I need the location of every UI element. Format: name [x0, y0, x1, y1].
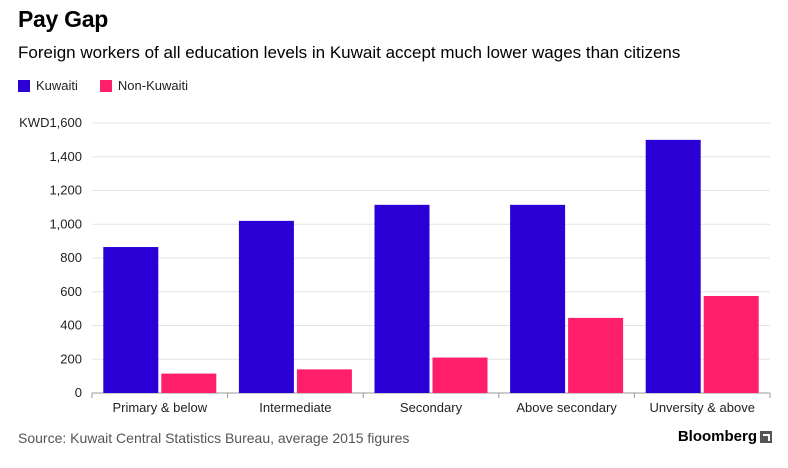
- legend-swatch-non-kuwaiti: [99, 79, 112, 92]
- bar-non-kuwaiti: [568, 317, 624, 393]
- legend-item-non-kuwaiti: Non-Kuwaiti: [99, 78, 189, 93]
- bar-kuwaiti: [510, 204, 566, 393]
- y-tick-label: 200: [60, 351, 82, 366]
- y-tick-label: 600: [60, 284, 82, 299]
- y-tick-label: 1,000: [49, 216, 82, 231]
- y-tick-label: 400: [60, 318, 82, 333]
- y-tick-label: 1,200: [49, 183, 82, 198]
- bar-kuwaiti: [238, 220, 294, 393]
- y-tick-label: KWD1,600: [19, 115, 82, 130]
- y-tick-label: 1,400: [49, 149, 82, 164]
- bloomberg-terminal-icon: [760, 430, 772, 443]
- bar-non-kuwaiti: [161, 373, 217, 393]
- legend-swatch-kuwaiti: [18, 79, 30, 92]
- bars: [103, 139, 759, 393]
- y-tick-labels: 0 200 400 600 800 1,000 1,200 1,400 KWD1,600: [19, 115, 82, 400]
- bar-kuwaiti: [103, 247, 159, 393]
- x-tick-label: Unversity & above: [649, 400, 755, 415]
- x-tick-label: Secondary: [400, 400, 463, 415]
- x-tick-label: Above secondary: [516, 400, 617, 415]
- brand-logo: Bloomberg: [678, 428, 772, 445]
- source-note: Source: Kuwait Central Statistics Bureau…: [18, 430, 410, 446]
- bar-kuwaiti: [645, 139, 701, 393]
- x-tick-labels: Primary & below Intermediate Secondary Abov…: [91, 393, 771, 415]
- chart-title: Pay Gap: [18, 6, 108, 32]
- legend-item-kuwaiti: Kuwaiti: [18, 78, 78, 93]
- chart-subtitle: Foreign workers of all education levels …: [18, 43, 681, 62]
- x-tick-label: Intermediate: [259, 400, 331, 415]
- bar-kuwaiti: [374, 204, 430, 393]
- brand-name: Bloomberg: [677, 428, 757, 445]
- y-tick-label: 0: [75, 385, 82, 400]
- bar-non-kuwaiti: [432, 357, 488, 393]
- legend: Kuwaiti Non-Kuwaiti: [18, 78, 210, 93]
- x-tick-label: Primary & below: [112, 400, 207, 415]
- bar-non-kuwaiti: [296, 369, 352, 393]
- y-tick-label: 800: [60, 250, 82, 265]
- legend-label-kuwaiti: Kuwaiti: [36, 78, 78, 93]
- legend-label-non-kuwaiti: Non-Kuwaiti: [117, 78, 189, 93]
- bar-non-kuwaiti: [703, 295, 759, 393]
